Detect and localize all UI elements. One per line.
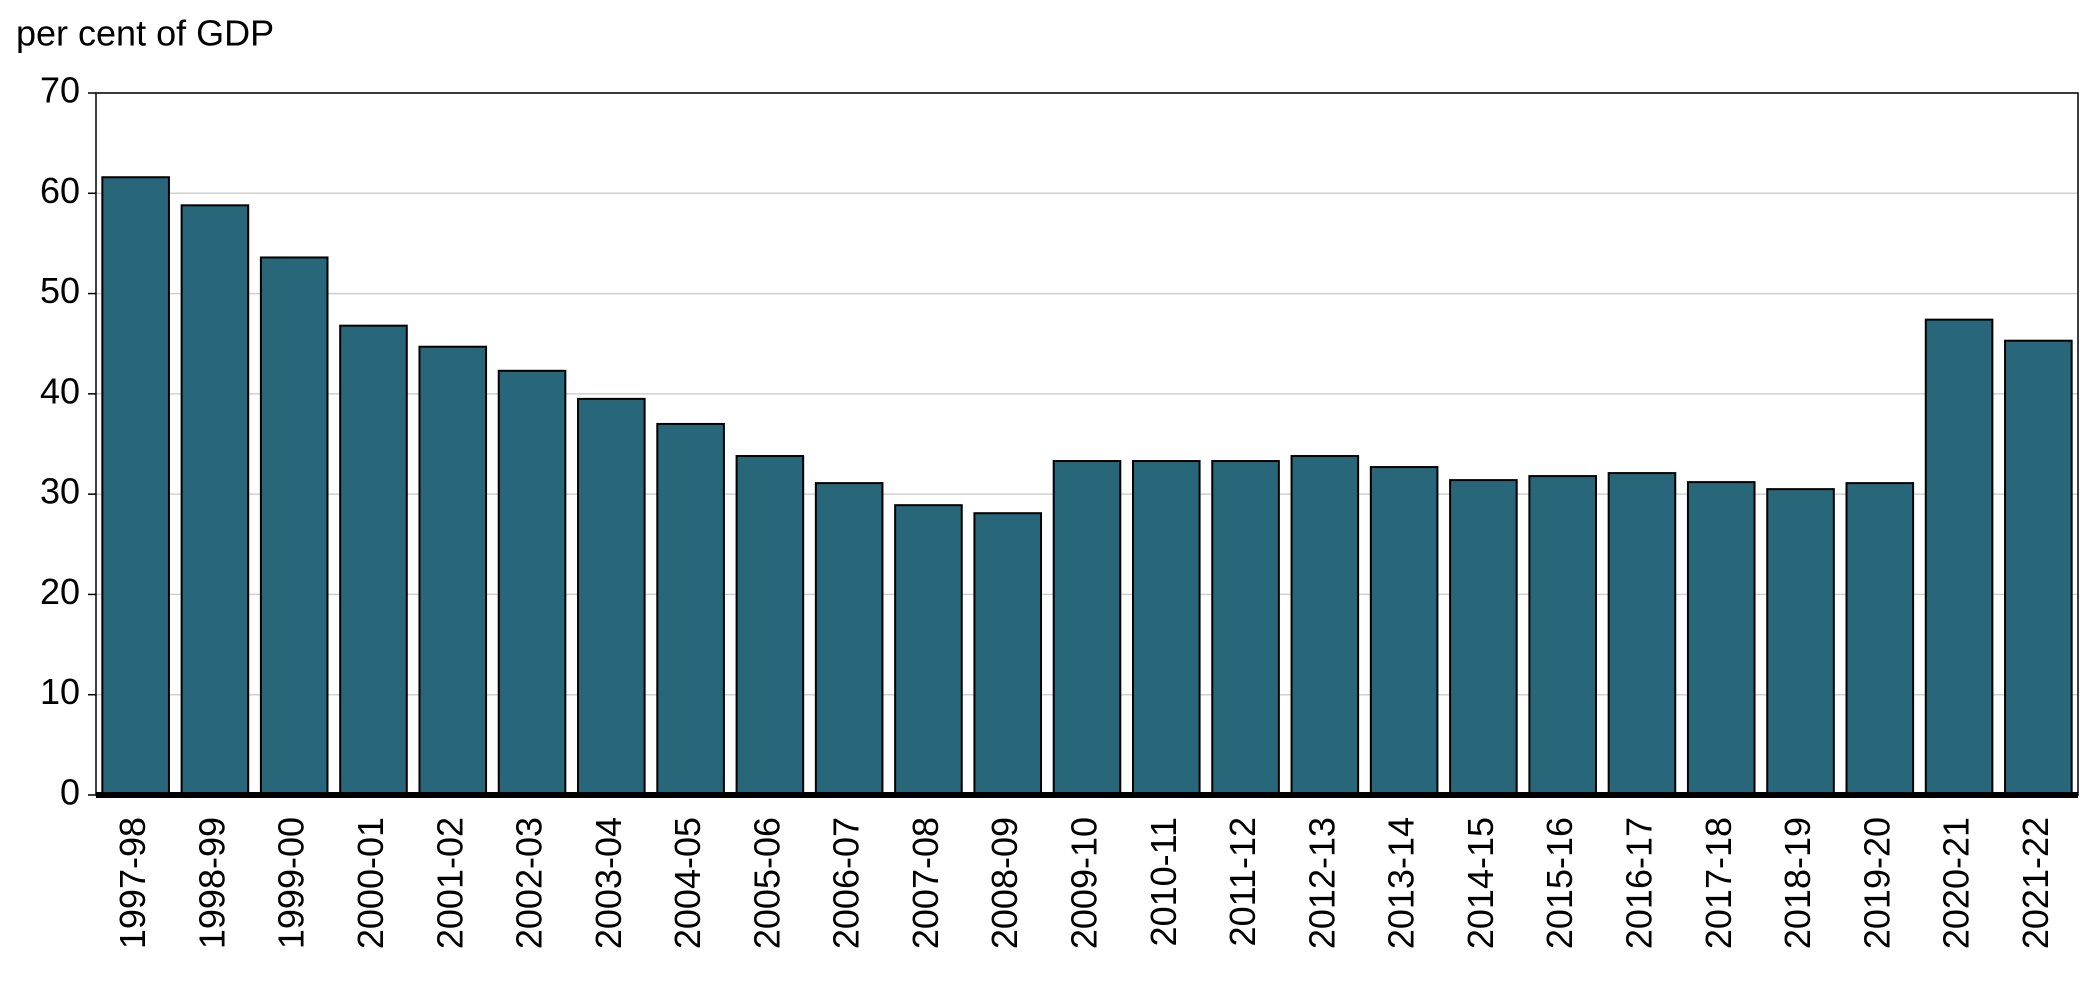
y-tick-label: 50 xyxy=(40,270,80,311)
x-tick-label: 2019-20 xyxy=(1856,817,1897,949)
bar xyxy=(1607,472,1677,796)
x-tick-label: 2021-22 xyxy=(2015,817,2056,949)
bar xyxy=(1845,482,1915,796)
bar xyxy=(1924,318,1994,796)
x-tick-label: 2006-07 xyxy=(826,817,867,949)
x-tick-label: 2013-14 xyxy=(1381,817,1422,949)
x-tick-label: 2011-12 xyxy=(1222,817,1263,946)
x-tick-label: 2008-09 xyxy=(984,817,1025,949)
bar xyxy=(1369,466,1439,796)
x-tick-label: 2007-08 xyxy=(905,817,946,949)
x-tick-label: 2017-18 xyxy=(1698,817,1739,949)
x-tick-label: 1998-99 xyxy=(191,817,232,949)
x-tick-label: 2012-13 xyxy=(1301,817,1342,949)
x-tick-label: 2018-19 xyxy=(1777,817,1818,949)
x-tick-label: 2000-01 xyxy=(350,817,391,949)
bar xyxy=(656,422,725,796)
bar xyxy=(577,397,646,796)
bar xyxy=(1131,460,1201,796)
x-tick-label: 2009-10 xyxy=(1064,817,1105,949)
bar xyxy=(814,482,884,796)
x-tick-label: 2005-06 xyxy=(746,817,787,949)
x-tick-label: 2001-02 xyxy=(429,817,470,949)
y-tick-label: 70 xyxy=(40,70,80,111)
bar xyxy=(180,204,250,796)
y-tick-label: 30 xyxy=(40,471,80,512)
bar xyxy=(259,256,329,796)
bar xyxy=(1766,488,1835,796)
x-tick-label: 1997-98 xyxy=(112,817,153,949)
bar xyxy=(1211,460,1280,796)
bar xyxy=(418,345,488,796)
bar xyxy=(1686,481,1756,796)
x-tick-label: 2015-16 xyxy=(1539,817,1580,949)
y-tick-label: 10 xyxy=(40,671,80,712)
bar xyxy=(1052,460,1122,796)
bar xyxy=(735,455,805,796)
bar xyxy=(1290,455,1360,796)
y-tick-label: 60 xyxy=(40,170,80,211)
bar xyxy=(2004,339,2073,796)
bar xyxy=(497,369,567,796)
bar xyxy=(894,504,963,796)
x-tick-label: 2003-04 xyxy=(588,817,629,949)
y-tick-label: 20 xyxy=(40,571,80,612)
x-tick-label: 2002-03 xyxy=(509,817,550,949)
x-tick-label: 2004-05 xyxy=(667,817,708,949)
bar xyxy=(1449,479,1518,796)
y-tick-label: 40 xyxy=(40,370,80,411)
bar xyxy=(101,176,170,797)
y-tick-label: 0 xyxy=(60,772,80,813)
x-tick-label: 2020-21 xyxy=(1936,817,1977,949)
bar xyxy=(339,324,408,796)
x-tick-label: 2010-11 xyxy=(1143,817,1184,946)
x-tick-label: 1999-00 xyxy=(271,817,312,949)
x-tick-label: 2014-15 xyxy=(1460,817,1501,949)
bar xyxy=(1528,475,1597,796)
bar xyxy=(973,512,1043,796)
y-axis-title: per cent of GDP xyxy=(16,13,274,54)
x-tick-label: 2016-17 xyxy=(1618,817,1659,949)
